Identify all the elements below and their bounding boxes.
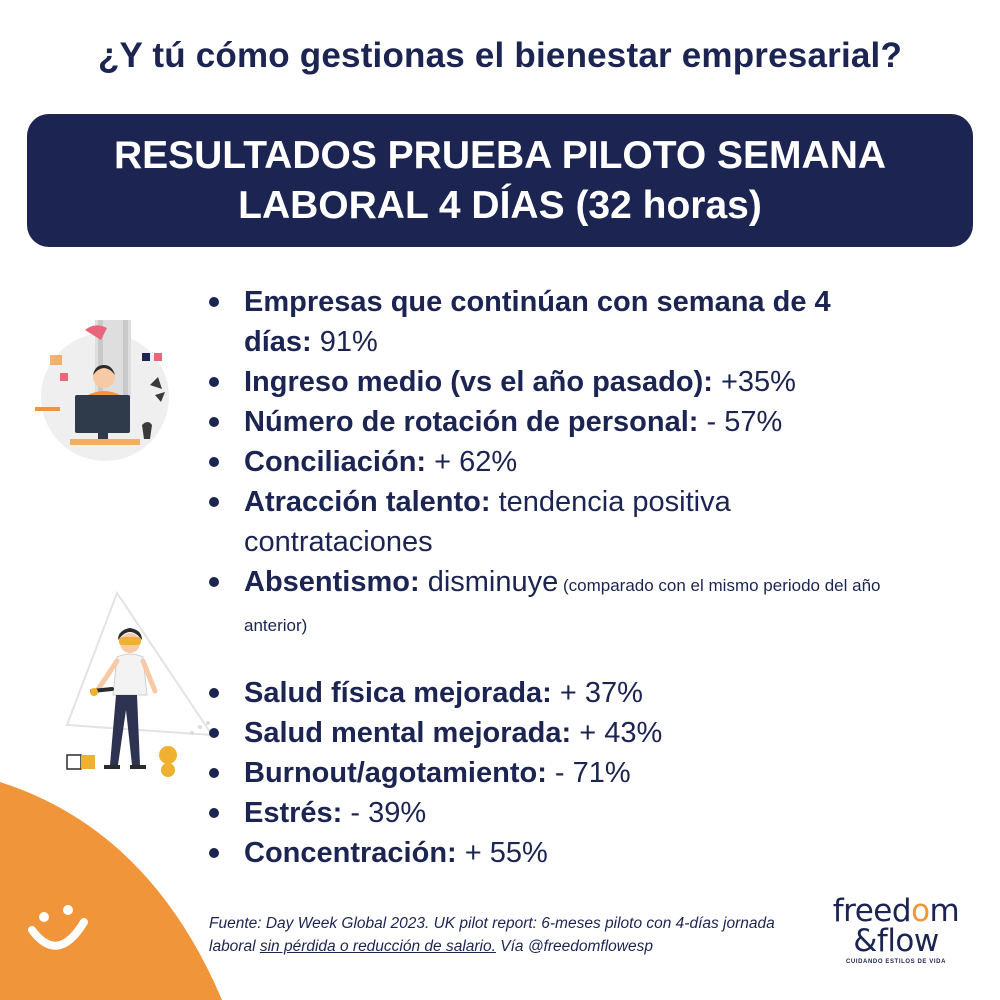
results-banner: RESULTADOS PRUEBA PILOTO SEMANA LABORAL … — [27, 114, 973, 247]
brand-line-1: freedom — [832, 893, 960, 929]
list-item: Absentismo: disminuye (comparado con el … — [206, 562, 906, 642]
list-item: Conciliación: + 62% — [206, 442, 906, 482]
list-item: Salud mental mejorada: + 43% — [206, 713, 906, 753]
office-worker-illustration — [35, 320, 169, 461]
banner-line-2: LABORAL 4 DÍAS (32 horas) — [238, 183, 762, 227]
list-item: Número de rotación de personal: - 57% — [206, 402, 906, 442]
smiley-icon — [28, 905, 88, 950]
list-item: Empresas que continúan con semana de 4 d… — [206, 282, 906, 362]
brand-line-2: &flow — [853, 923, 939, 959]
list-item: Burnout/agotamiento: - 71% — [206, 753, 906, 793]
list-item: Estrés: - 39% — [206, 793, 906, 833]
orange-corner-shape — [0, 782, 222, 1000]
brand-tagline: CUIDANDO ESTILOS DE VIDA — [845, 959, 947, 965]
list-item: Atracción talento: tendencia positiva co… — [206, 482, 906, 562]
banner-line-1: RESULTADOS PRUEBA PILOTO SEMANA — [113, 133, 887, 177]
list-item: Concentración: + 55% — [206, 833, 906, 873]
source-underlined: sin pérdida o reducción de salario. — [259, 938, 496, 955]
results-list-2: Salud física mejorada: + 37% Salud menta… — [206, 673, 906, 873]
vr-woman-illustration — [65, 590, 214, 777]
brand-logo: freedom &flow CUIDANDO ESTILOS DE VIDA — [826, 893, 966, 966]
source-note: Fuente: Day Week Global 2023. UK pilot r… — [209, 915, 775, 955]
page-title: ¿Y tú cómo gestionas el bienestar empres… — [97, 36, 903, 75]
list-item: Ingreso medio (vs el año pasado): +35% — [206, 362, 906, 402]
list-item: Salud física mejorada: + 37% — [206, 673, 906, 713]
results-list-1: Empresas que continúan con semana de 4 d… — [206, 282, 906, 642]
